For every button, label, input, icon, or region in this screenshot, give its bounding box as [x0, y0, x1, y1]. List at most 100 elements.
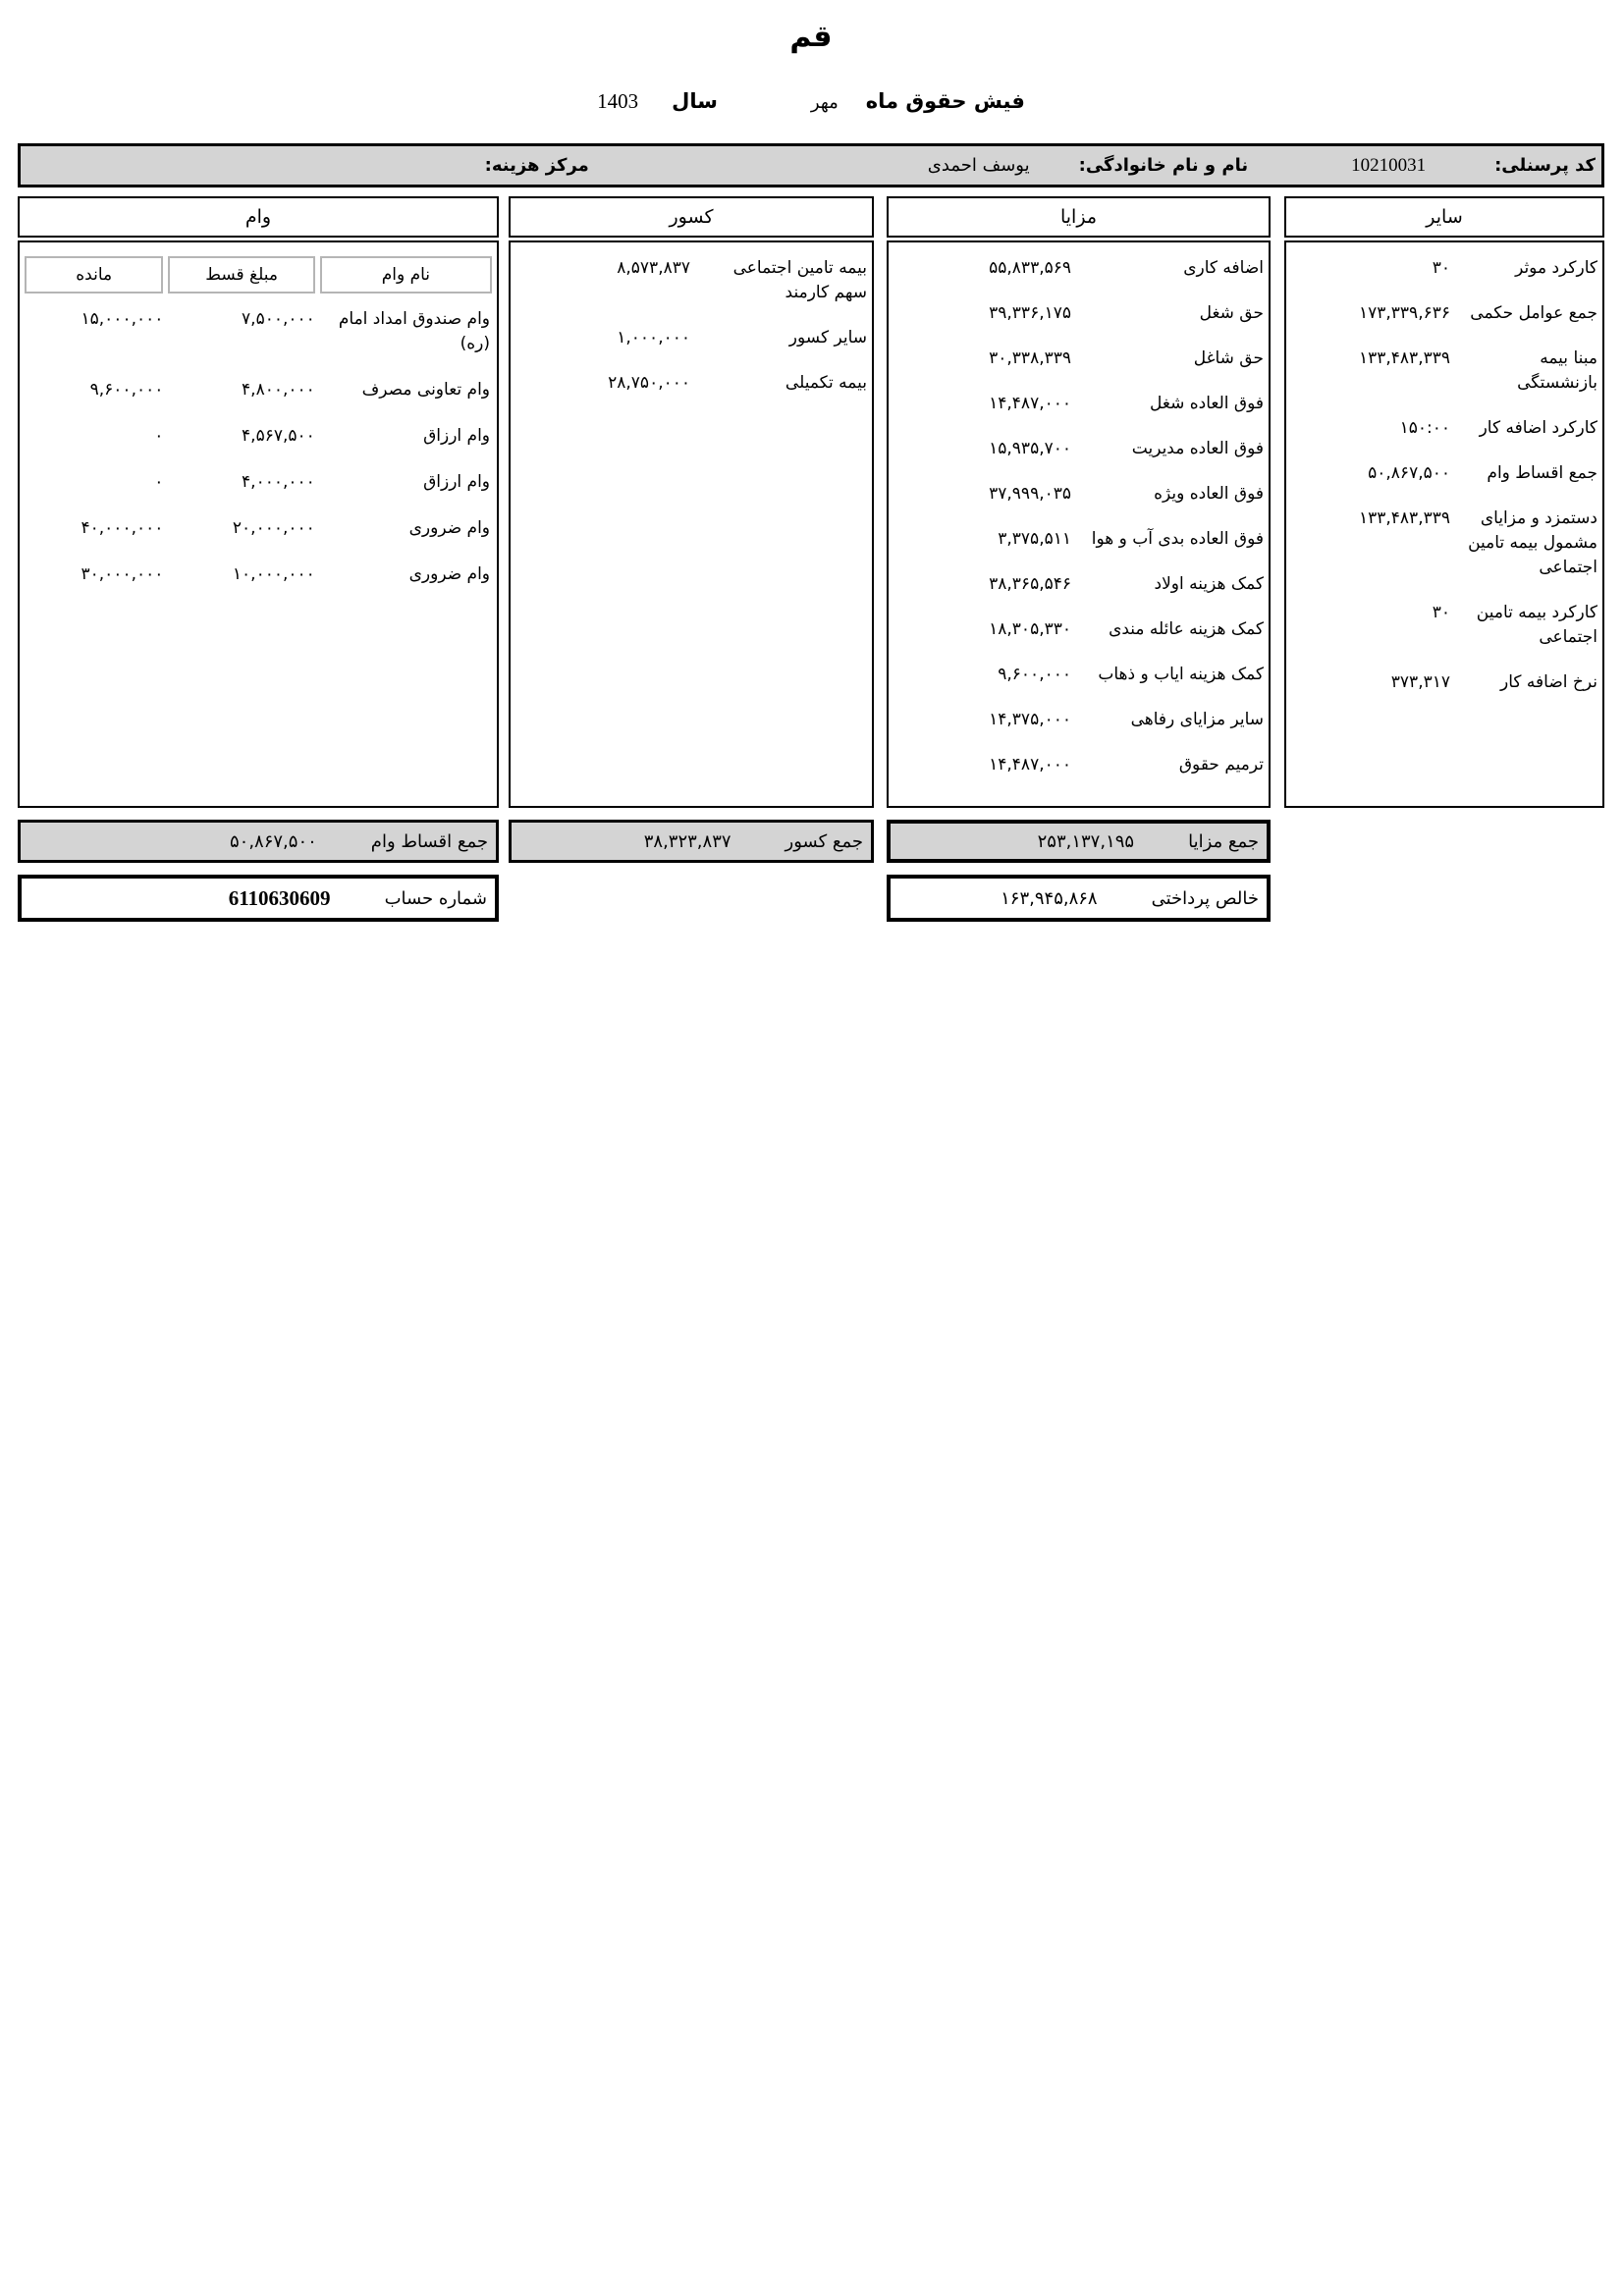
other-row-label: کارکرد موثر	[1515, 258, 1597, 278]
benefit-row-value: ۳۸,۳۶۵,۵۴۶	[989, 574, 1071, 594]
personnel-code-value: 10210031	[1351, 154, 1427, 176]
loans-column-title: وام	[18, 196, 499, 238]
benefits-total-value: ۲۵۳,۱۳۷,۱۹۵	[1037, 830, 1135, 852]
personnel-code-label: کد پرسنلی:	[1494, 155, 1596, 176]
other-row-value: ۳۰	[1432, 603, 1450, 622]
employee-header-bar: کد پرسنلی: 10210031 نام و نام خانوادگی: …	[18, 143, 1604, 187]
other-row-label: مبنا بیمه بازنشستگی	[1517, 348, 1597, 393]
deductions-column-title: کسور	[509, 196, 874, 238]
deduction-row-value: ۲۸,۷۵۰,۰۰۰	[608, 373, 690, 393]
loan-row: وام ارزاق ۴,۵۶۷,۵۰۰ ۰	[25, 424, 492, 449]
benefit-row-label: ترمیم حقوق	[1178, 755, 1264, 774]
loan-row: وام ارزاق ۴,۰۰۰,۰۰۰ ۰	[25, 470, 492, 495]
benefits-total-label: جمع مزایا	[1188, 830, 1259, 852]
loan-row: وام صندوق امداد امام (ره) ۷,۵۰۰,۰۰۰ ۱۵,۰…	[25, 307, 492, 356]
loan-row: وام ضروری ۲۰,۰۰۰,۰۰۰ ۴۰,۰۰۰,۰۰۰	[25, 516, 492, 541]
other-row: کارکرد موثر ۳۰	[1291, 256, 1597, 281]
benefit-row: اضافه کاری ۵۵,۸۳۳,۵۶۹	[893, 256, 1264, 281]
payslip-subtitle: فیش حقوق ماه مهر سال 1403	[18, 89, 1604, 114]
other-row-value: ۱۳۳,​۴۸۳,​۳۳۹	[1359, 348, 1450, 368]
net-pay-label: خالص پرداختی	[1151, 887, 1259, 909]
benefit-row: حق شاغل ۳۰,۳۳۸,۳۳۹	[893, 347, 1264, 371]
cost-center-label: مرکز هزینه:	[484, 155, 589, 176]
loans-total-box: جمع اقساط وام ۵۰,۸۶۷,۵۰۰	[18, 820, 499, 863]
benefit-row-value: ۱۴,۴۸۷,۰۰۰	[989, 394, 1071, 413]
deductions-column: کسور بیمه تامین اجتماعی سهم کارمند ۸,۵۷۳…	[509, 196, 874, 808]
payslip-columns: سایر کارکرد موثر ۳۰ جمع عوامل حکمی ۱۷۳,​…	[18, 196, 1604, 808]
benefit-row-label: فوق العاده مدیریت	[1131, 439, 1264, 458]
benefit-row: ترمیم حقوق ۱۴,۴۸۷,۰۰۰	[893, 753, 1264, 777]
deduction-row: بیمه تامین اجتماعی سهم کارمند ۸,۵۷۳,۸۳۷	[515, 256, 867, 305]
other-column-body: کارکرد موثر ۳۰ جمع عوامل حکمی ۱۷۳,​۳۳۹,​…	[1284, 240, 1604, 808]
net-pay-box: خالص پرداختی ۱۶۳,۹۴۵,۸۶۸	[887, 875, 1271, 922]
month-label: فیش حقوق ماه	[865, 89, 1025, 113]
benefit-row: فوق العاده شغل ۱۴,۴۸۷,۰۰۰	[893, 392, 1264, 416]
deduction-row-value: ۸,۵۷۳,۸۳۷	[617, 258, 690, 278]
loan-row: وام ضروری ۱۰,۰۰۰,۰۰۰ ۳۰,۰۰۰,۰۰۰	[25, 562, 492, 587]
benefit-row: کمک هزینه اولاد ۳۸,۳۶۵,۵۴۶	[893, 572, 1264, 597]
loan-installment-header: مبلغ قسط	[168, 256, 315, 294]
loan-name: وام تعاونی مصرف	[361, 380, 490, 400]
totals-spacer	[1284, 820, 1604, 863]
loan-name: وام صندوق امداد امام (ره)	[338, 309, 490, 353]
benefit-row: کمک هزینه ایاب و ذهاب ۹,۶۰۰,۰۰۰	[893, 663, 1264, 687]
loan-installment: ۴,۰۰۰,۰۰۰	[242, 472, 315, 492]
benefit-row: حق شغل ۳۹,۳۳۶,۱۷۵	[893, 301, 1264, 326]
deduction-row-value: ۱,۰۰۰,۰۰۰	[617, 328, 690, 347]
benefit-row-value: ۱۴,۴۸۷,۰۰۰	[989, 755, 1071, 774]
benefit-row: فوق العاده مدیریت ۱۵,۹۳۵,۷۰۰	[893, 437, 1264, 461]
other-row-value: ۳۷۳,​۳۱۷	[1390, 672, 1450, 692]
other-row-value: ۳۰	[1432, 258, 1450, 278]
benefits-column-title: مزایا	[887, 196, 1271, 238]
other-row-label: نرخ اضافه کار	[1500, 672, 1597, 692]
deduction-row: بیمه تکمیلی ۲۸,۷۵۰,۰۰۰	[515, 371, 867, 396]
benefit-row-label: اضافه کاری	[1183, 258, 1264, 278]
other-row: مبنا بیمه بازنشستگی ۱۳۳,​۴۸۳,​۳۳۹	[1291, 347, 1597, 396]
benefit-row-value: ۹,۶۰۰,۰۰۰	[998, 665, 1071, 684]
bottom-spacer	[1284, 875, 1604, 922]
loan-balance: ۱۵,۰۰۰,۰۰۰	[81, 309, 164, 329]
other-row-value: ۱۵۰:۰۰	[1399, 418, 1450, 438]
loan-balance-header: مانده	[25, 256, 164, 294]
bottom-row: خالص پرداختی ۱۶۳,۹۴۵,۸۶۸ شماره حساب 6110…	[18, 875, 1604, 922]
other-row-label: کارکرد بیمه تامین اجتماعی	[1476, 603, 1597, 647]
loan-name: وام ضروری	[408, 564, 490, 584]
benefit-row-label: کمک هزینه اولاد	[1154, 574, 1264, 594]
benefit-row: فوق العاده ویژه ۳۷,۹۹۹,۰۳۵	[893, 482, 1264, 507]
loan-installment: ۲۰,۰۰۰,۰۰۰	[232, 518, 315, 538]
loan-row: وام تعاونی مصرف ۴,۸۰۰,۰۰۰ ۹,۶۰۰,۰۰۰	[25, 378, 492, 402]
city-title: قم	[789, 20, 833, 54]
deductions-column-body: بیمه تامین اجتماعی سهم کارمند ۸,۵۷۳,۸۳۷ …	[509, 240, 874, 808]
benefit-row-label: سایر مزایای رفاهی	[1130, 710, 1264, 729]
benefit-row-value: ۱۴,۳۷۵,۰۰۰	[989, 710, 1071, 729]
deductions-total-box: جمع کسور ۳۸,۳۲۳,۸۳۷	[509, 820, 874, 863]
benefit-row-value: ۳,۳۷۵,۵۱۱	[998, 529, 1071, 549]
deduction-row: سایر کسور ۱,۰۰۰,۰۰۰	[515, 326, 867, 350]
loan-subheaders: نام وام مبلغ قسط مانده	[25, 256, 492, 294]
year-label: سال	[672, 89, 718, 113]
loans-column-body: نام وام مبلغ قسط مانده وام صندوق امداد ا…	[18, 240, 499, 808]
deduction-row-label: بیمه تامین اجتماعی سهم کارمند	[732, 258, 867, 302]
other-row: جمع عوامل حکمی ۱۷۳,​۳۳۹,​۶۳۶	[1291, 301, 1597, 326]
other-row-label: جمع عوامل حکمی	[1470, 303, 1597, 323]
benefit-row-label: فوق العاده بدی آب و هوا	[1091, 529, 1264, 549]
benefit-row: کمک هزینه عائله مندی ۱۸,۳۰۵,۳۳۰	[893, 617, 1264, 642]
loan-name: وام ارزاق	[423, 472, 490, 492]
loan-installment: ۱۰,۰۰۰,۰۰۰	[232, 564, 315, 584]
benefit-row-label: حق شغل	[1199, 303, 1264, 323]
other-row-value: ۱۳۳,​۴۸۳,​۳۳۹	[1359, 508, 1450, 528]
benefit-row: فوق العاده بدی آب و هوا ۳,۳۷۵,۵۱۱	[893, 527, 1264, 552]
other-column-title: سایر	[1284, 196, 1604, 238]
fullname-label: نام و نام خانوادگی:	[1078, 155, 1249, 176]
loan-name: وام ضروری	[408, 518, 490, 538]
loans-total-label: جمع اقساط وام	[370, 830, 488, 852]
other-row-value: ۱۷۳,​۳۳۹,​۶۳۶	[1359, 303, 1450, 323]
other-row-value: ۵۰,​۸۶۷,​۵۰۰	[1368, 463, 1450, 483]
other-row-label: جمع اقساط وام	[1487, 463, 1597, 483]
other-row: دستمزد و مزایای مشمول بیمه تامین اجتماعی…	[1291, 507, 1597, 580]
benefit-row-label: کمک هزینه عائله مندی	[1109, 619, 1264, 639]
loans-column: وام نام وام مبلغ قسط مانده وام صندوق امد…	[18, 196, 499, 808]
year-value: 1403	[597, 89, 639, 113]
benefits-column: مزایا اضافه کاری ۵۵,۸۳۳,۵۶۹ حق شغل ۳۹,۳۳…	[887, 196, 1271, 808]
